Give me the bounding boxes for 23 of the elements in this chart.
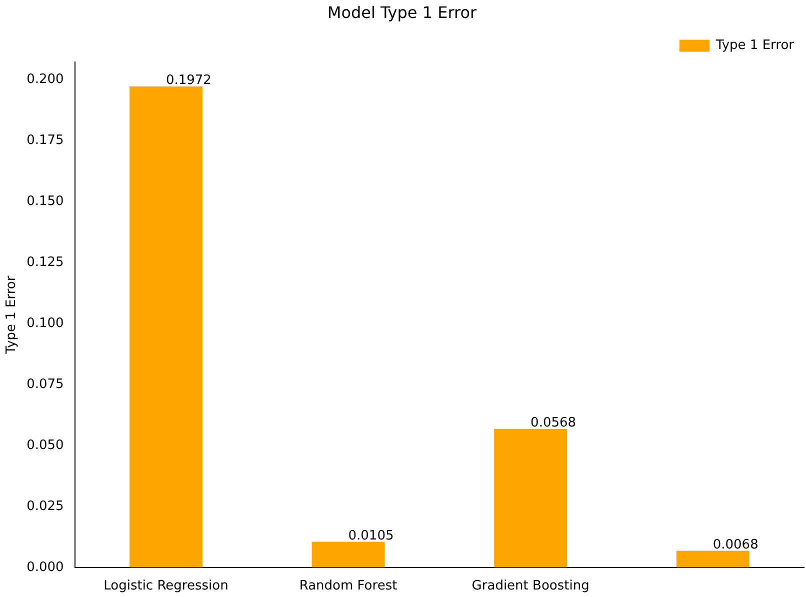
x-tick-label: Logistic Regression [104, 578, 228, 594]
data-label: 0.1972 [166, 73, 212, 88]
bar [494, 428, 568, 568]
y-axis-title: Type 1 Error [4, 275, 20, 355]
data-label: 0.0068 [712, 538, 758, 553]
bar [676, 550, 750, 568]
y-tick-label: 0.075 [26, 376, 64, 392]
y-tick-label: 0.000 [26, 560, 64, 575]
x-tick-label: Random Forest [299, 578, 398, 594]
legend-label: Type 1 Error [714, 38, 795, 54]
y-tick-label: 0.100 [26, 316, 64, 331]
chart-title: Model Type 1 Error [327, 2, 478, 22]
bar [312, 542, 385, 568]
y-tick-label: 0.150 [26, 194, 64, 209]
bar [130, 86, 202, 568]
y-tick-label: 0.175 [26, 132, 64, 148]
x-tick-label: Gradient Boosting [472, 578, 590, 594]
y-tick-label: 0.025 [26, 498, 64, 514]
y-tick-label: 0.050 [26, 438, 64, 453]
y-tick-label: 0.200 [26, 72, 64, 87]
data-label: 0.0568 [530, 416, 576, 431]
data-label: 0.0105 [348, 528, 394, 544]
y-tick-label: 0.125 [26, 254, 64, 270]
